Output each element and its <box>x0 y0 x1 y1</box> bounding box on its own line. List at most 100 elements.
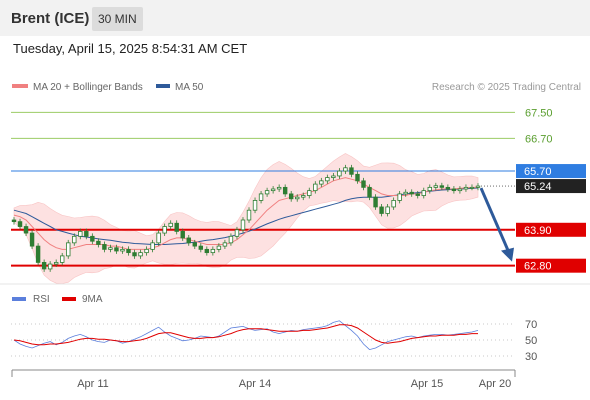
candle-body <box>307 190 312 196</box>
candle-body <box>379 206 384 214</box>
candle-body <box>409 191 414 195</box>
candle-body <box>138 252 143 257</box>
forecast-arrow-head <box>501 247 514 262</box>
last-price-tag <box>516 179 586 194</box>
candle-body <box>222 242 228 247</box>
candle-body <box>397 193 402 201</box>
candle-body <box>295 196 300 200</box>
candle-body <box>174 222 179 232</box>
candle-body <box>373 196 378 208</box>
forecast-arrow-shaft <box>479 187 511 254</box>
candle-body <box>168 222 173 227</box>
candle-body <box>114 247 119 252</box>
x-tick-apr20: Apr 20 <box>479 378 511 390</box>
candle-body <box>240 219 246 231</box>
candle-body <box>445 186 451 190</box>
candle-body <box>17 221 23 227</box>
candle-body <box>313 183 318 192</box>
candle-body <box>288 193 294 200</box>
candle-body <box>361 180 366 188</box>
candle-body <box>120 248 125 252</box>
candle-body <box>47 263 53 270</box>
candle-body <box>29 232 35 247</box>
candle-body <box>35 245 41 263</box>
candle-body <box>72 235 77 244</box>
ma50-legend-label: MA 50 <box>175 82 204 93</box>
candle-body <box>349 167 354 175</box>
rsi-legend-swatch <box>12 297 26 301</box>
candle-body <box>258 193 264 201</box>
level-label-2: 65.70 <box>524 166 552 178</box>
candle-body <box>198 245 204 250</box>
candle-body <box>60 255 65 263</box>
candle-body <box>276 186 282 190</box>
candle-body <box>252 200 258 211</box>
candle-body <box>156 232 161 244</box>
level-tag-4 <box>516 222 586 237</box>
candle-body <box>162 226 167 234</box>
candle-body <box>355 173 360 182</box>
chart-header: Brent (ICE) 30 MIN <box>0 0 590 36</box>
last-price-label: 65.24 <box>524 181 552 193</box>
candle-body <box>186 237 191 244</box>
instrument-title: Brent (ICE) <box>11 10 90 27</box>
candle-body <box>216 245 222 250</box>
candle-body <box>439 185 445 188</box>
level-label-5: 62.80 <box>524 261 552 273</box>
candle-body <box>463 186 469 190</box>
candle-body <box>282 186 288 195</box>
datetime-label: Tuesday, April 15, 2025 8:54:31 AM CET <box>13 41 248 56</box>
ma20-legend-swatch <box>12 84 28 88</box>
level-tag-2 <box>516 164 586 179</box>
candle-body <box>90 235 95 242</box>
candle-body <box>457 188 463 192</box>
level-tag-5 <box>516 258 586 273</box>
candle-body <box>385 206 390 214</box>
candle-body <box>427 186 432 192</box>
level-label-1: 66.70 <box>525 133 553 145</box>
candle-body <box>451 188 457 192</box>
ma20-legend-label: MA 20 + Bollinger Bands <box>33 82 143 93</box>
candle-body <box>102 244 107 250</box>
candle-body <box>403 191 408 195</box>
candle-body <box>264 190 270 195</box>
x-tick-apr14: Apr 14 <box>239 378 271 390</box>
candle-body <box>180 231 185 239</box>
candle-body <box>144 248 149 254</box>
candle-body <box>228 235 234 244</box>
candle-body <box>192 242 197 247</box>
candle-body <box>84 231 89 237</box>
candle-body <box>319 180 324 185</box>
rsi-ma-line <box>13 324 478 346</box>
candle-body <box>270 188 276 192</box>
candle-body <box>41 262 47 270</box>
candle-body <box>23 226 29 234</box>
candle-body <box>433 185 439 188</box>
level-label-0: 67.50 <box>525 107 553 119</box>
candle-body <box>391 200 396 208</box>
rsi-ma-legend-label: 9MA <box>82 294 103 305</box>
candle-body <box>301 195 306 198</box>
rsi-legend-label: RSI <box>33 294 50 305</box>
candle-body <box>421 190 426 196</box>
x-tick-apr15: Apr 15 <box>411 378 443 390</box>
rsi-ma-legend-swatch <box>62 297 76 301</box>
candle-body <box>331 175 336 178</box>
x-tick-apr11: Apr 11 <box>77 378 109 390</box>
level-label-4: 63.90 <box>524 225 552 237</box>
candle-body <box>367 186 372 198</box>
candle-body <box>11 219 17 223</box>
timeframe-button[interactable]: 30 MIN <box>92 7 143 31</box>
candle-body <box>325 177 330 182</box>
osc-level-label-1: 50 <box>525 335 537 347</box>
credit-label: Research © 2025 Trading Central <box>432 82 581 93</box>
candle-body <box>96 240 101 245</box>
candle-body <box>78 231 83 237</box>
candle-body <box>66 242 71 257</box>
candle-body <box>132 252 137 257</box>
candle-body <box>234 229 240 237</box>
candle-body <box>337 170 342 177</box>
osc-level-label-0: 70 <box>525 319 537 331</box>
candle-body <box>246 209 252 221</box>
